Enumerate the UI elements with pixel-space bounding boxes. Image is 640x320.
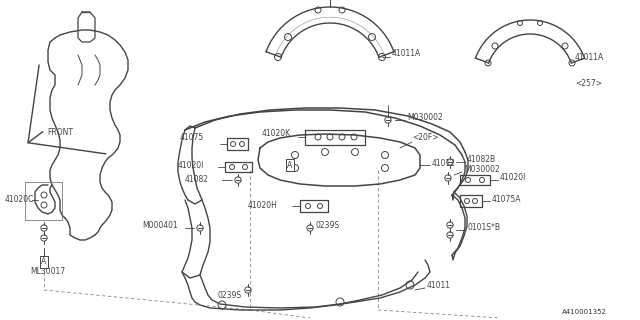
Text: A410001352: A410001352 bbox=[562, 309, 607, 315]
Text: M000401: M000401 bbox=[142, 221, 178, 230]
Text: 41020I: 41020I bbox=[500, 173, 526, 182]
Text: <257>: <257> bbox=[575, 78, 602, 87]
Text: 41082B: 41082B bbox=[467, 156, 496, 164]
Text: A: A bbox=[287, 161, 292, 170]
Text: A: A bbox=[42, 258, 47, 267]
Text: FRONT: FRONT bbox=[47, 128, 73, 137]
Text: 0101S*B: 0101S*B bbox=[467, 223, 500, 233]
Text: 41020I: 41020I bbox=[178, 161, 204, 170]
Text: 0239S: 0239S bbox=[315, 221, 339, 230]
Text: M030002: M030002 bbox=[464, 165, 500, 174]
Text: 41012: 41012 bbox=[432, 158, 456, 167]
Text: 41020K: 41020K bbox=[262, 129, 291, 138]
Text: 41020H: 41020H bbox=[248, 201, 278, 210]
Text: ML30017: ML30017 bbox=[30, 268, 65, 276]
Text: 41075A: 41075A bbox=[492, 195, 522, 204]
Text: 41011A: 41011A bbox=[392, 49, 421, 58]
Text: 41011: 41011 bbox=[427, 282, 451, 291]
Text: M030002: M030002 bbox=[407, 114, 443, 123]
Text: 41082: 41082 bbox=[185, 175, 209, 185]
Text: <20F>: <20F> bbox=[412, 133, 438, 142]
Text: 41075: 41075 bbox=[180, 133, 204, 142]
Text: 41020C: 41020C bbox=[5, 196, 35, 204]
Text: 41011A: 41011A bbox=[575, 53, 604, 62]
Text: 0239S: 0239S bbox=[218, 291, 242, 300]
